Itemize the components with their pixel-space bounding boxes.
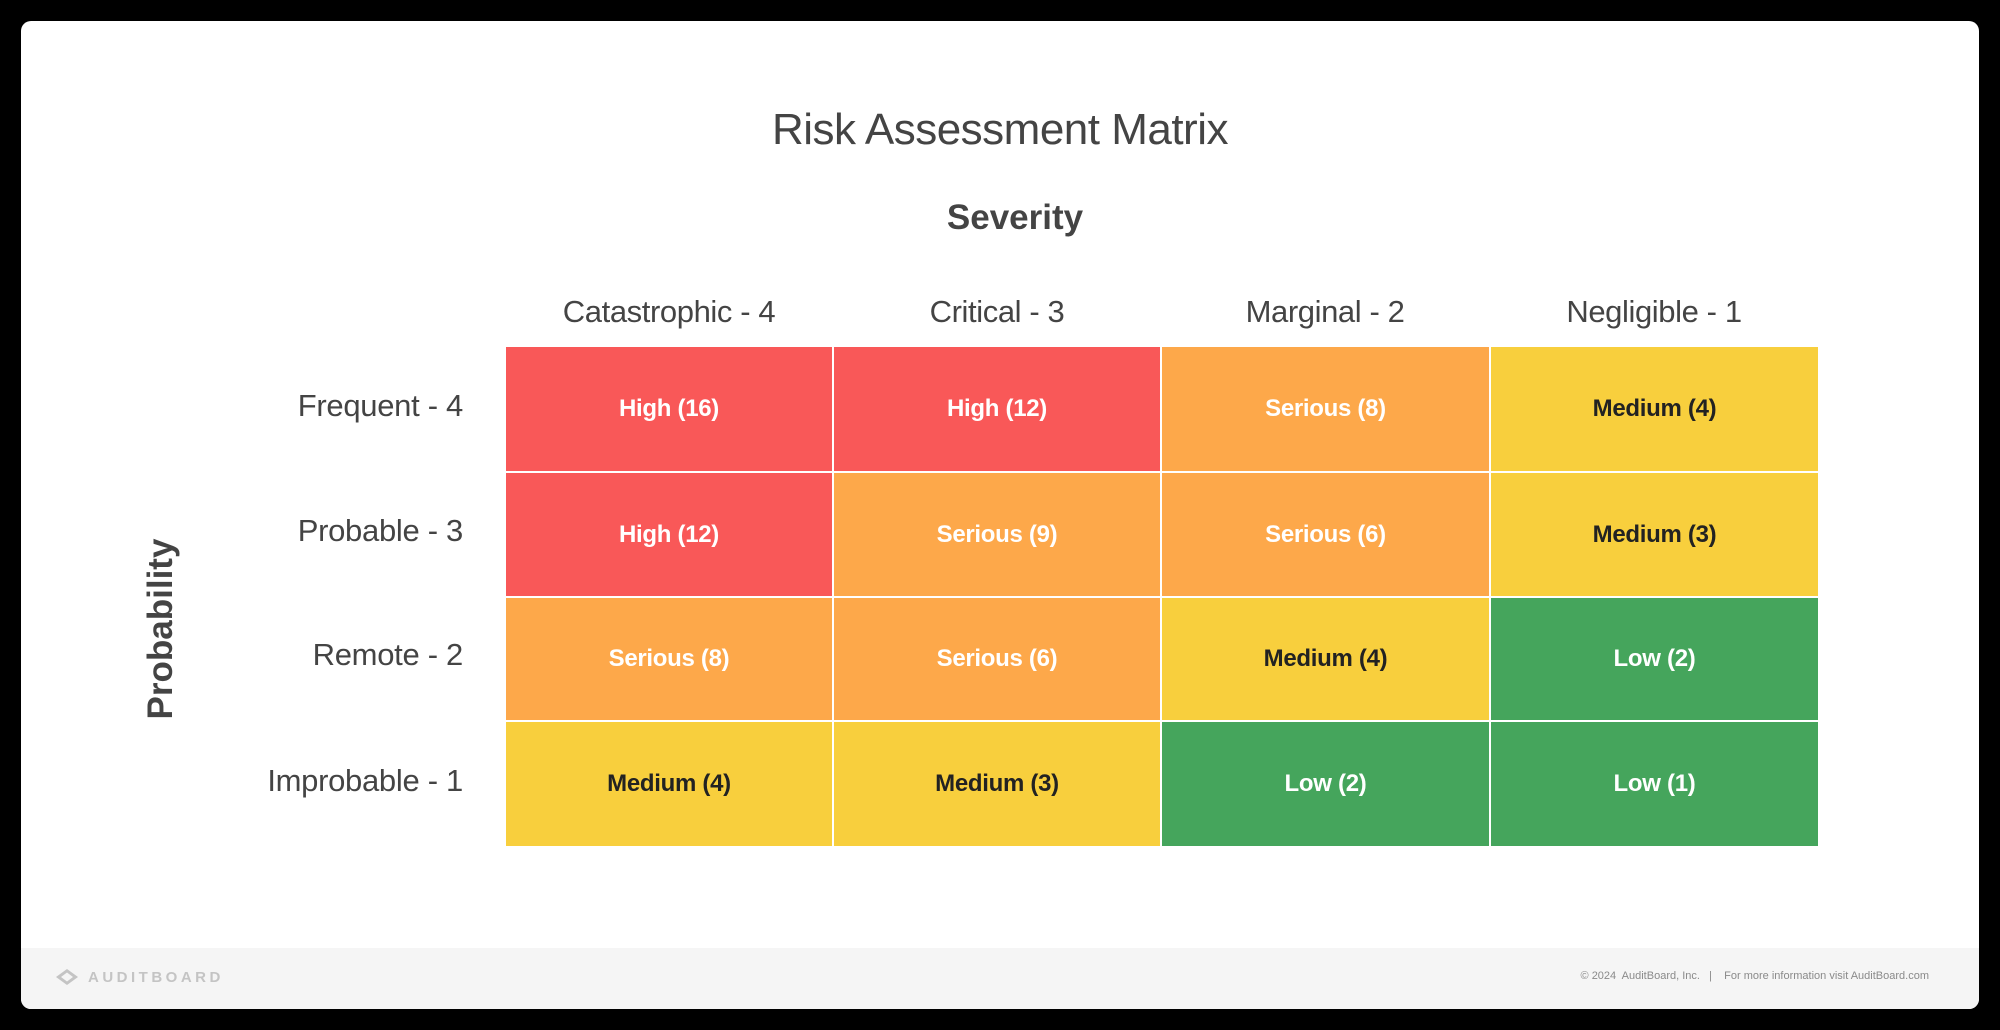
chart-title: Risk Assessment Matrix <box>772 105 1228 154</box>
matrix-cell-serious: Serious (9) <box>834 473 1160 596</box>
cell-label: Medium (4) <box>1263 645 1388 672</box>
column-header: Negligible - 1 <box>1566 294 1742 329</box>
auditboard-logo: AUDITBOARD <box>52 966 224 988</box>
cell-label: High (16) <box>619 395 719 422</box>
matrix-cell-serious: Serious (6) <box>1162 473 1489 596</box>
row-header: Frequent - 4 <box>297 388 464 423</box>
cell-label: Serious (8) <box>1265 395 1386 422</box>
probability-axis-label: Probability <box>141 538 180 720</box>
matrix-cell-medium: Medium (3) <box>1491 473 1818 596</box>
logo-text: AUDITBOARD <box>88 968 224 986</box>
row-header: Remote - 2 <box>312 637 464 672</box>
cell-label: High (12) <box>619 520 719 548</box>
column-header: Critical - 3 <box>929 294 1065 329</box>
matrix-cell-high: High (16) <box>506 347 832 471</box>
matrix-cell-high: High (12) <box>506 473 832 596</box>
cell-label: Medium (4) <box>607 770 731 797</box>
footer: AUDITBOARD © 2024 AuditBoard, Inc. | For… <box>21 948 1979 1009</box>
matrix-cell-serious: Serious (8) <box>1162 347 1489 471</box>
cell-label: Low (2) <box>1613 645 1696 672</box>
cell-label: Serious (6) <box>1265 520 1386 548</box>
auditboard-logo-icon <box>56 969 78 985</box>
cell-label: Medium (4) <box>1592 395 1717 422</box>
copyright-text: © 2024 AuditBoard, Inc. | For more infor… <box>1580 970 1929 982</box>
column-header: Marginal - 2 <box>1245 294 1405 329</box>
column-header: Catastrophic - 4 <box>562 294 776 329</box>
matrix-cell-medium: Medium (4) <box>1162 598 1489 720</box>
severity-axis-label: Severity <box>946 198 1084 237</box>
matrix-cell-serious: Serious (8) <box>506 598 832 720</box>
cell-label: Low (1) <box>1613 770 1696 797</box>
row-header: Probable - 3 <box>297 513 464 548</box>
cell-label: Serious (9) <box>936 520 1058 548</box>
matrix-cell-high: High (12) <box>834 347 1160 471</box>
cell-label: Low (2) <box>1284 770 1367 797</box>
matrix-cell-low: Low (2) <box>1162 722 1489 846</box>
matrix-cell-medium: Medium (3) <box>834 722 1160 846</box>
matrix-cell-serious: Serious (6) <box>834 598 1160 720</box>
matrix-cell-medium: Medium (4) <box>1491 347 1818 471</box>
matrix-cell-low: Low (1) <box>1491 722 1818 846</box>
cell-label: Medium (3) <box>1592 520 1717 548</box>
cell-label: Medium (3) <box>935 770 1059 797</box>
cell-label: Serious (8) <box>608 645 730 672</box>
matrix-card: Risk Assessment Matrix Severity Catastro… <box>21 21 1979 1009</box>
cell-label: High (12) <box>947 395 1047 422</box>
cell-label: Serious (6) <box>936 645 1058 672</box>
matrix-cell-medium: Medium (4) <box>506 722 832 846</box>
matrix-cell-low: Low (2) <box>1491 598 1818 720</box>
row-header: Improbable - 1 <box>267 763 463 798</box>
